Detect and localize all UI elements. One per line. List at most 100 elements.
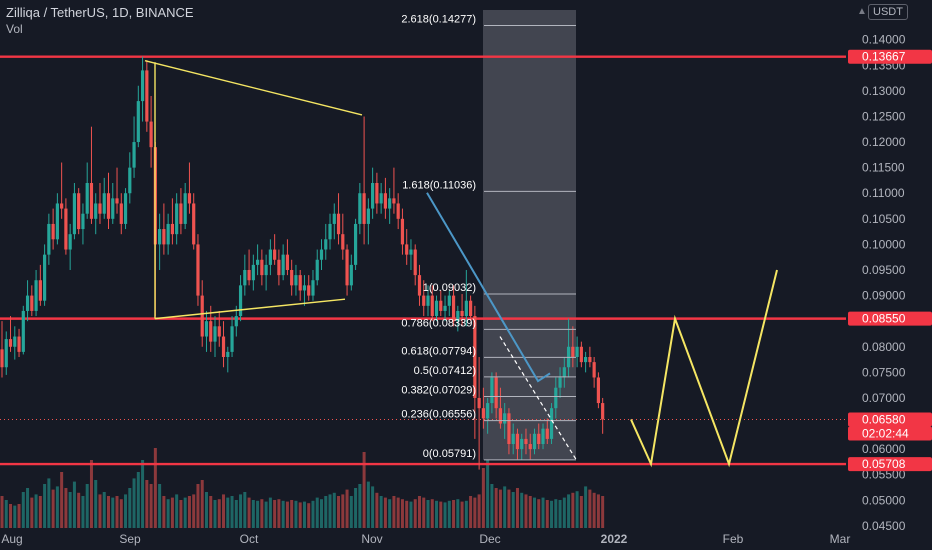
volume-bar [392, 496, 396, 528]
time-axis[interactable]: Aug Sep Oct Nov Dec 2022 Feb Mar [1, 532, 850, 546]
volume-bar [119, 499, 123, 528]
candle-body [486, 403, 490, 419]
fib-level-label: 1(0.09032) [423, 282, 476, 294]
candle-body [256, 259, 260, 265]
candle-body [447, 295, 451, 306]
fib-level-label: 0.236(0.06556) [401, 409, 476, 421]
candle-body [575, 346, 579, 358]
candle-body [72, 193, 77, 235]
candle-body [162, 229, 166, 245]
candle-body [417, 275, 422, 296]
volume-bar [256, 500, 260, 528]
volume-bar [187, 496, 191, 528]
candle-body [196, 244, 200, 296]
volume-bar [277, 499, 281, 528]
volume-bar [209, 496, 213, 528]
volume-bar [17, 504, 21, 528]
price-tick-label: 0.10500 [862, 212, 906, 226]
candle-body [64, 208, 68, 250]
price-tick-label: 0.06000 [862, 442, 906, 456]
volume-bar [94, 480, 98, 528]
candle-body [38, 280, 42, 301]
volume-bar [447, 500, 451, 528]
candle-body [319, 249, 324, 260]
time-tick-label: Aug [1, 532, 22, 546]
volume-bar [213, 500, 217, 528]
candle-body [332, 213, 336, 224]
volume-bar [349, 496, 353, 528]
volume-bar [158, 484, 162, 528]
volume-bar [43, 484, 47, 528]
volume-bar [477, 494, 481, 528]
price-tick-label: 0.14000 [862, 33, 906, 47]
candle-body [584, 357, 588, 363]
volume-bar [192, 494, 196, 528]
volume-bar [98, 494, 102, 528]
volume-bar [575, 491, 579, 528]
candle-body [213, 326, 217, 342]
volume-bar [281, 500, 285, 528]
candle-body [230, 326, 234, 352]
volume-bar [494, 488, 498, 528]
candle-body [473, 316, 477, 398]
volume-bar [268, 497, 272, 528]
price-axis[interactable]: 0.140000.135000.130000.125000.120000.115… [848, 33, 932, 533]
candle-body [443, 305, 447, 311]
time-tick-label: Feb [723, 532, 744, 546]
candle-body [102, 193, 106, 214]
currency-selector[interactable]: USDT [868, 4, 908, 20]
volume-bar [47, 478, 51, 528]
candle-body [55, 203, 59, 240]
volume-bar [81, 496, 85, 528]
dashed-projection-line [499, 336, 577, 460]
candle-body [281, 254, 285, 276]
price-label-badge [848, 49, 932, 64]
candle-body [234, 316, 238, 327]
price-tick-label: 0.09000 [862, 289, 906, 303]
volume-bar [409, 501, 413, 528]
volume-bar [89, 460, 93, 528]
volume-bar [170, 497, 174, 528]
volume-bar [128, 488, 132, 528]
candle-body [183, 193, 187, 224]
candle-body [601, 403, 605, 420]
candle-body [311, 280, 315, 296]
volume-bar [141, 460, 145, 528]
candle-body [8, 339, 13, 347]
volume-bar [379, 496, 383, 528]
candle-body [490, 377, 494, 404]
candle-body [554, 387, 558, 409]
chevron-up-icon[interactable]: ▲ [857, 6, 867, 17]
volume-bar [183, 497, 187, 528]
volume-bar [533, 497, 536, 528]
price-tick-label: 0.05500 [862, 468, 906, 482]
candle-body [111, 198, 115, 219]
volume-bar [226, 497, 230, 528]
volume-bar [243, 492, 247, 528]
price-tick-label: 0.08000 [862, 340, 906, 354]
candle-body [349, 264, 353, 286]
candle-body [571, 346, 575, 358]
candle-body [545, 428, 549, 439]
volume-bar [26, 488, 30, 528]
candle-body [140, 70, 145, 102]
volume-bar [34, 494, 38, 528]
volume-bar [400, 499, 404, 528]
candle-body [362, 193, 366, 224]
candle-body [456, 310, 460, 322]
candle-body [366, 208, 370, 224]
lower-trend-line [154, 298, 346, 320]
volume-bar [285, 501, 289, 528]
fib-level-label: 0.5(0.07412) [414, 365, 476, 377]
price-tick-label: 0.05000 [862, 493, 906, 507]
volume-bars [0, 448, 605, 528]
candle-body [371, 182, 375, 209]
volume-bar [247, 497, 251, 528]
volume-bar [30, 497, 34, 528]
volume-bar [239, 494, 243, 528]
volume-bar [443, 502, 447, 528]
candle-body [507, 413, 511, 445]
candle-body [123, 193, 128, 224]
volume-bar [196, 484, 200, 528]
